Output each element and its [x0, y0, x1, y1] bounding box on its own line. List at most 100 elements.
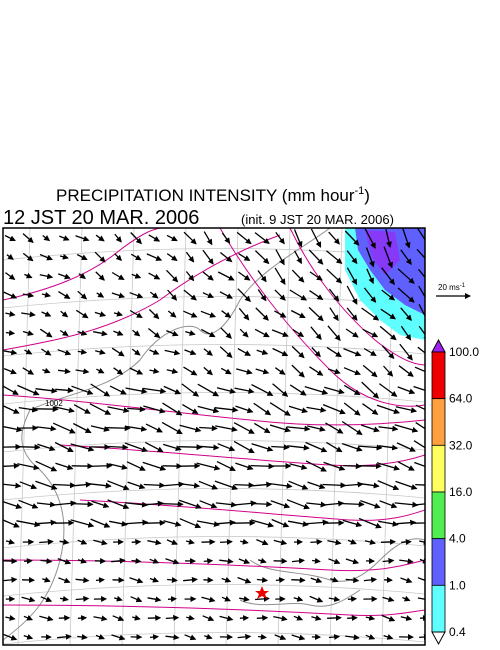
colorbar-label: 0.4 [449, 625, 466, 639]
valid-time: 12 JST 20 MAR. 2006 [3, 207, 199, 229]
wind-arrow [271, 518, 290, 528]
wind-arrow [39, 615, 54, 622]
wind-arrow [380, 308, 397, 320]
wind-arrow [345, 634, 360, 641]
wind-arrow [414, 366, 425, 373]
wind-arrow [254, 422, 271, 434]
wind-arrow [418, 304, 425, 325]
wind-arrow [5, 614, 16, 621]
wind-arrow [216, 461, 236, 471]
wind-arrow [58, 291, 71, 299]
wind-arrow [148, 234, 161, 242]
wind-arrow [328, 231, 340, 245]
colorbar-segment [431, 351, 446, 400]
map: 1002 [3, 228, 425, 645]
wind-arrow [346, 285, 358, 305]
wind-arrow [107, 406, 130, 414]
wind-arrow [396, 519, 417, 526]
wind-arrow [17, 463, 40, 471]
map-frame [2, 227, 426, 646]
wind-arrow [204, 633, 213, 640]
wind-arrow [130, 232, 142, 245]
wind-arrow [203, 348, 213, 356]
wind-arrow [60, 310, 69, 318]
wind-arrow [220, 367, 232, 375]
wind-arrow [238, 271, 251, 281]
location-marker [255, 586, 269, 599]
latitude-line [3, 632, 425, 645]
wind-arrow [274, 367, 286, 375]
wind-arrow [55, 387, 74, 394]
wind-arrow [111, 557, 126, 564]
wind-arrow [381, 267, 395, 286]
wind-arrow [236, 368, 253, 375]
wind-arrow [166, 269, 179, 283]
wind-arrow [52, 482, 76, 489]
wind-arrow [256, 577, 269, 583]
wind-arrow [237, 576, 252, 584]
wind-arrow [5, 272, 16, 281]
wind-arrow [327, 614, 342, 621]
wind-arrow [382, 596, 395, 603]
wind-arrow [185, 538, 195, 545]
wind-arrow [70, 519, 95, 528]
wind-arrow [304, 385, 329, 395]
wind-arrow [3, 405, 20, 414]
wind-arrow [40, 558, 53, 565]
wind-arrow [3, 576, 18, 583]
wind-arrow [376, 462, 400, 471]
wind-arrow [217, 519, 236, 526]
wind-arrow [309, 595, 324, 603]
wind-arrow [415, 483, 425, 486]
wind-arrow [201, 596, 216, 603]
wind-arrow [268, 482, 293, 489]
wind-arrow [257, 289, 267, 302]
wind-arrow [364, 228, 376, 249]
wind-arrow [89, 482, 112, 489]
wind-arrow [340, 501, 365, 508]
wind-arrow [290, 309, 306, 319]
wind-arrow [418, 325, 425, 341]
wind-arrow [59, 538, 70, 545]
wind-arrow [272, 383, 289, 397]
colorbar-label: 16.0 [449, 485, 473, 499]
wind-arrow [142, 461, 167, 471]
wind-arrow [113, 310, 123, 317]
wind-arrow [22, 233, 34, 244]
wind-arrow [221, 577, 232, 583]
wind-arrow [256, 349, 269, 356]
wind-arrow [397, 287, 415, 303]
wind-arrow [149, 291, 159, 299]
wind-arrow [3, 633, 18, 641]
wind-arrow [396, 442, 416, 452]
wind-arrow [363, 287, 377, 303]
wind-arrow [323, 461, 346, 471]
wind-arrow [381, 289, 396, 301]
wind-arrow [220, 327, 232, 339]
wind-arrow [178, 499, 202, 509]
wind-arrow [19, 481, 38, 490]
wind-arrow [325, 422, 344, 434]
wind-arrow [238, 307, 250, 321]
wind-arrow [219, 291, 233, 299]
wind-arrow [221, 595, 231, 602]
wind-arrow [413, 440, 425, 449]
longitude-line [225, 228, 239, 645]
wind-arrow [308, 306, 324, 322]
colorbar-label: 4.0 [449, 532, 466, 546]
wind-arrow [275, 577, 286, 584]
colorbar-segment [431, 444, 446, 493]
wind-arrow [400, 325, 412, 341]
wind-arrow [238, 253, 251, 261]
wind-arrow [383, 246, 393, 269]
title: PRECIPITATION INTENSITY (mm hour-1) [56, 185, 370, 205]
wind-arrow [4, 234, 16, 242]
wind-arrow [216, 387, 236, 394]
wind-arrow [129, 577, 144, 584]
wind-arrow [417, 596, 425, 603]
wind-arrow [93, 330, 108, 337]
wind-arrow [305, 441, 328, 453]
wind-arrow [307, 481, 326, 490]
wind-arrow [289, 289, 308, 301]
colorbar-segment [431, 538, 446, 586]
